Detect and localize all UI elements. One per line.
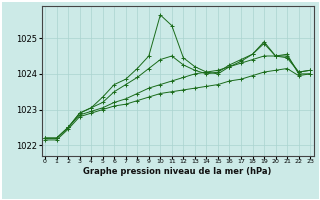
X-axis label: Graphe pression niveau de la mer (hPa): Graphe pression niveau de la mer (hPa) <box>84 167 272 176</box>
